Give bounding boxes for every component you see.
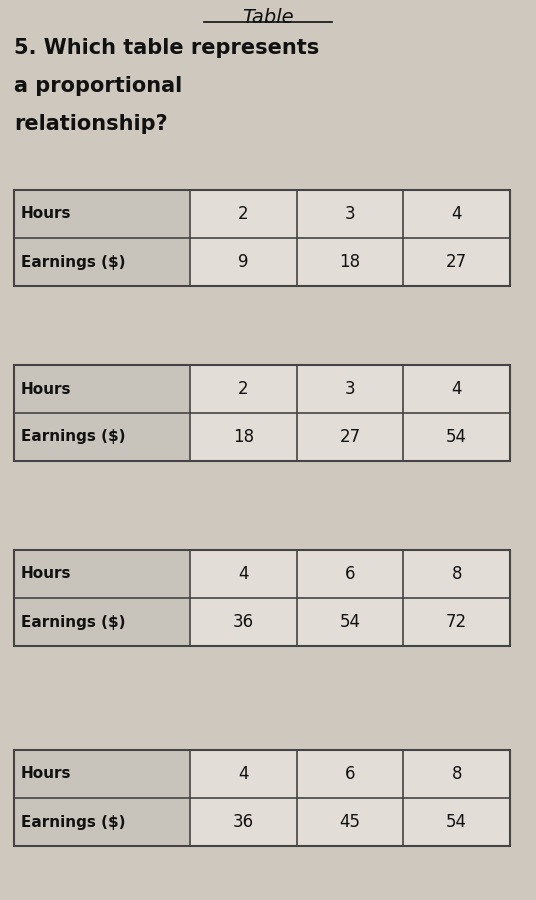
Bar [14, 750, 510, 846]
Bar [297, 190, 404, 238]
Text: 2: 2 [238, 380, 249, 398]
Bar [190, 190, 297, 238]
Text: 4: 4 [238, 565, 249, 583]
Bar [297, 750, 404, 798]
Text: 54: 54 [339, 613, 361, 631]
Bar [297, 365, 404, 413]
Bar [14, 365, 190, 413]
Bar [14, 598, 190, 646]
Bar [404, 238, 510, 286]
Bar [404, 598, 510, 646]
Bar [297, 798, 404, 846]
Text: a proportional: a proportional [14, 76, 182, 96]
Text: 5. Which table represents: 5. Which table represents [14, 38, 319, 58]
Text: 45: 45 [339, 813, 361, 831]
Text: Earnings ($): Earnings ($) [21, 615, 125, 629]
Text: 8: 8 [451, 565, 462, 583]
Text: 72: 72 [446, 613, 467, 631]
Bar [404, 750, 510, 798]
Bar [14, 238, 190, 286]
Text: Hours: Hours [21, 382, 71, 397]
Bar [14, 365, 510, 461]
Text: 18: 18 [233, 428, 254, 446]
Text: 54: 54 [446, 813, 467, 831]
Bar [190, 365, 297, 413]
Text: Table: Table [242, 8, 294, 27]
Bar [190, 750, 297, 798]
Bar [14, 190, 510, 286]
Bar [14, 550, 510, 646]
Text: 18: 18 [339, 253, 361, 271]
Text: 2: 2 [238, 205, 249, 223]
Bar [190, 413, 297, 461]
Bar [190, 238, 297, 286]
Bar [404, 550, 510, 598]
Text: 6: 6 [345, 765, 355, 783]
Text: relationship?: relationship? [14, 114, 168, 134]
Text: Earnings ($): Earnings ($) [21, 255, 125, 269]
Bar [14, 190, 190, 238]
Bar [14, 798, 190, 846]
Text: 36: 36 [233, 813, 254, 831]
Bar [404, 798, 510, 846]
Bar [297, 550, 404, 598]
Bar [404, 365, 510, 413]
Bar [14, 413, 190, 461]
Bar [297, 413, 404, 461]
Text: 36: 36 [233, 613, 254, 631]
Text: Hours: Hours [21, 566, 71, 581]
Text: 3: 3 [345, 205, 355, 223]
Bar [297, 598, 404, 646]
Text: 9: 9 [238, 253, 249, 271]
Bar [404, 190, 510, 238]
Text: 6: 6 [345, 565, 355, 583]
Text: Hours: Hours [21, 206, 71, 221]
Text: Earnings ($): Earnings ($) [21, 814, 125, 830]
Bar [14, 550, 190, 598]
Bar [297, 238, 404, 286]
Bar [190, 598, 297, 646]
Text: 54: 54 [446, 428, 467, 446]
Text: 4: 4 [451, 380, 462, 398]
Text: 27: 27 [339, 428, 361, 446]
Text: Earnings ($): Earnings ($) [21, 429, 125, 445]
Text: 4: 4 [451, 205, 462, 223]
Bar [404, 413, 510, 461]
Text: 3: 3 [345, 380, 355, 398]
Text: 4: 4 [238, 765, 249, 783]
Text: 27: 27 [446, 253, 467, 271]
Bar [14, 750, 190, 798]
Text: Hours: Hours [21, 767, 71, 781]
Bar [190, 550, 297, 598]
Text: 8: 8 [451, 765, 462, 783]
Bar [190, 798, 297, 846]
